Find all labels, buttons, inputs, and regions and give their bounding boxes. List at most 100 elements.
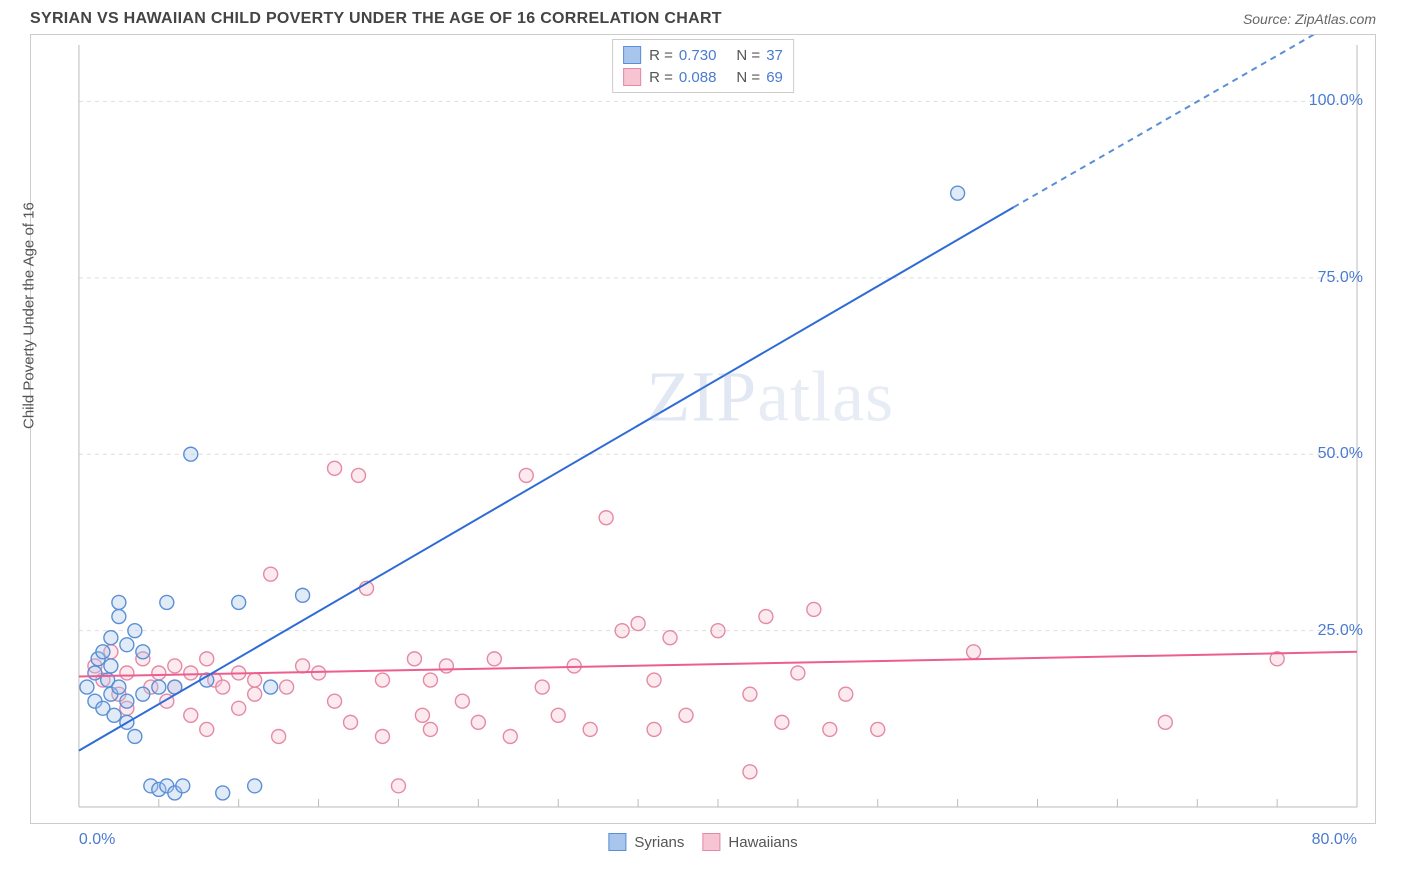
data-point xyxy=(599,511,613,525)
data-point xyxy=(519,468,533,482)
regression-line xyxy=(79,652,1357,677)
data-point xyxy=(328,694,342,708)
correlation-row: R =0.088N =69 xyxy=(623,66,783,88)
data-point xyxy=(535,680,549,694)
data-point xyxy=(743,687,757,701)
data-point xyxy=(280,680,294,694)
data-point xyxy=(775,715,789,729)
chart-source: Source: ZipAtlas.com xyxy=(1243,11,1376,27)
legend-item: Syrians xyxy=(608,833,684,851)
data-point xyxy=(176,779,190,793)
data-point xyxy=(375,673,389,687)
data-point xyxy=(96,645,110,659)
series-swatch xyxy=(608,833,626,851)
data-point xyxy=(839,687,853,701)
data-point xyxy=(104,631,118,645)
data-point xyxy=(80,680,94,694)
data-point xyxy=(679,708,693,722)
correlation-row: R =0.730N =37 xyxy=(623,44,783,66)
data-point xyxy=(823,722,837,736)
data-point xyxy=(160,595,174,609)
data-point xyxy=(184,708,198,722)
data-point xyxy=(248,779,262,793)
data-point xyxy=(791,666,805,680)
data-point xyxy=(296,588,310,602)
data-point xyxy=(615,624,629,638)
chart-header: SYRIAN VS HAWAIIAN CHILD POVERTY UNDER T… xyxy=(0,0,1406,34)
data-point xyxy=(743,765,757,779)
data-point xyxy=(128,624,142,638)
data-point xyxy=(423,673,437,687)
y-tick-label: 25.0% xyxy=(1318,622,1363,640)
data-point xyxy=(232,701,246,715)
data-point xyxy=(455,694,469,708)
series-swatch xyxy=(702,833,720,851)
data-point xyxy=(128,729,142,743)
data-point xyxy=(112,610,126,624)
data-point xyxy=(415,708,429,722)
correlation-legend: R =0.730N =37 R =0.088N =69 xyxy=(612,39,794,93)
data-point xyxy=(200,722,214,736)
data-point xyxy=(759,610,773,624)
series-legend: Syrians Hawaiians xyxy=(608,833,797,851)
data-point xyxy=(439,659,453,673)
data-point xyxy=(264,567,278,581)
chart-title: SYRIAN VS HAWAIIAN CHILD POVERTY UNDER T… xyxy=(30,10,722,28)
data-point xyxy=(120,666,134,680)
y-tick-label: 75.0% xyxy=(1318,269,1363,287)
data-point xyxy=(1158,715,1172,729)
data-point xyxy=(296,659,310,673)
data-point xyxy=(136,687,150,701)
data-point xyxy=(120,638,134,652)
scatter-plot-svg xyxy=(31,35,1375,823)
data-point xyxy=(152,680,166,694)
data-point xyxy=(104,659,118,673)
data-point xyxy=(200,652,214,666)
data-point xyxy=(168,659,182,673)
data-point xyxy=(471,715,485,729)
data-point xyxy=(184,447,198,461)
data-point xyxy=(232,595,246,609)
data-point xyxy=(583,722,597,736)
data-point xyxy=(184,666,198,680)
data-point xyxy=(272,729,286,743)
data-point xyxy=(711,624,725,638)
data-point xyxy=(951,186,965,200)
data-point xyxy=(871,722,885,736)
chart-area: Child Poverty Under the Age of 16 ZIPatl… xyxy=(30,34,1376,824)
data-point xyxy=(647,673,661,687)
data-point xyxy=(120,694,134,708)
data-point xyxy=(136,645,150,659)
legend-item: Hawaiians xyxy=(702,833,797,851)
y-tick-label: 50.0% xyxy=(1318,445,1363,463)
data-point xyxy=(248,687,262,701)
regression-line-extrapolated xyxy=(1014,35,1357,207)
data-point xyxy=(631,617,645,631)
data-point xyxy=(407,652,421,666)
data-point xyxy=(328,461,342,475)
data-point xyxy=(112,680,126,694)
data-point xyxy=(391,779,405,793)
data-point xyxy=(503,729,517,743)
x-tick-label: 0.0% xyxy=(79,831,115,849)
data-point xyxy=(352,468,366,482)
data-point xyxy=(112,595,126,609)
data-point xyxy=(152,666,166,680)
data-point xyxy=(551,708,565,722)
data-point xyxy=(312,666,326,680)
regression-line xyxy=(79,207,1014,750)
data-point xyxy=(216,786,230,800)
data-point xyxy=(344,715,358,729)
data-point xyxy=(423,722,437,736)
series-swatch xyxy=(623,68,641,86)
data-point xyxy=(375,729,389,743)
data-point xyxy=(248,673,262,687)
data-point xyxy=(663,631,677,645)
x-tick-label: 80.0% xyxy=(1312,831,1357,849)
data-point xyxy=(264,680,278,694)
data-point xyxy=(647,722,661,736)
data-point xyxy=(107,708,121,722)
data-point xyxy=(216,680,230,694)
y-tick-label: 100.0% xyxy=(1309,92,1363,110)
data-point xyxy=(487,652,501,666)
